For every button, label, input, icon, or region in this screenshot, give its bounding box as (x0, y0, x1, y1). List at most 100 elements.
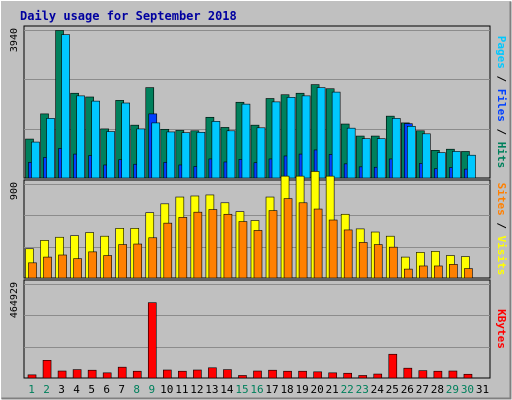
legend-entry: KBytes (495, 309, 508, 349)
legend-entry: / (495, 122, 508, 142)
chart-title: Daily usage for September 2018 (20, 9, 237, 23)
x-tick-label: 15 (235, 383, 248, 396)
x-tick-label: 31 (476, 383, 489, 396)
panel-kbytes-scale-label: 464929 (9, 282, 20, 318)
bar-kbytes (343, 372, 352, 379)
bar-sites (193, 211, 203, 279)
panel-visits: 900 Sites / Visits (9, 171, 508, 279)
bar-sites (404, 268, 413, 279)
bar-sites (449, 264, 458, 279)
bar-pages (241, 103, 251, 179)
x-tick-label: 19 (295, 383, 308, 396)
bar-kbytes (117, 366, 127, 379)
bar-kbytes (27, 374, 37, 379)
bar-pages (46, 118, 55, 179)
x-tick-label: 2 (43, 383, 50, 396)
bar-pages (361, 138, 371, 179)
bar-pages (346, 127, 356, 179)
x-tick-label: 11 (175, 383, 188, 396)
x-axis-tick-labels: 1 2 3 4 5 6 7 8 9 10 11 12 13 14 15 16 17 18 19 20 21 22 23 24 2… (28, 383, 489, 396)
bar-kbytes (57, 370, 67, 379)
bar-pages (76, 95, 85, 179)
bar-pages (331, 91, 341, 179)
bar-pages (467, 154, 476, 179)
bar-pages (166, 131, 176, 179)
bar-kbytes (433, 370, 443, 379)
x-tick-label: 24 (371, 383, 385, 396)
bar-kbytes (223, 369, 232, 379)
bar-pages (106, 131, 115, 179)
bar-pages (226, 130, 236, 179)
bar-kbytes (132, 370, 142, 379)
x-tick-label: 6 (103, 383, 110, 396)
x-tick-label: 18 (280, 383, 293, 396)
bar-pages (91, 100, 100, 179)
bar-sites (313, 208, 323, 279)
bar-kbytes (418, 370, 428, 379)
bar-sites (238, 221, 248, 279)
bar-sites (28, 262, 37, 279)
bar-sites (88, 251, 97, 279)
panel-hits-scale-label: 3940 (9, 28, 20, 52)
x-tick-label: 1 (28, 383, 35, 396)
bar-kbytes (283, 370, 292, 379)
x-tick-label: 16 (250, 383, 263, 396)
x-tick-label: 27 (416, 383, 429, 396)
x-tick-label: 23 (356, 383, 369, 396)
bar-kbytes (313, 371, 322, 379)
x-tick-label: 26 (401, 383, 414, 396)
bar-pages (391, 118, 401, 179)
bar-kbytes (388, 353, 398, 379)
bar-sites (343, 229, 353, 279)
x-tick-label: 22 (341, 383, 354, 396)
bar-pages (452, 151, 461, 179)
bar-pages (422, 133, 431, 179)
x-tick-label: 13 (205, 383, 218, 396)
bar-sites (58, 254, 67, 279)
bar-pages (151, 122, 161, 179)
bar-pages (181, 132, 191, 179)
panel-kbytes: 464929 KBytes (9, 279, 508, 379)
bar-pages (301, 95, 311, 179)
bar-sites (103, 255, 112, 279)
legend-entry: Hits (495, 142, 508, 169)
bar-kbytes (448, 370, 458, 379)
bar-pages (121, 102, 130, 179)
panel-hits: 3940 Pages / Files / Hits (9, 25, 508, 179)
bar-kbytes (253, 370, 262, 379)
bar-sites (358, 242, 368, 279)
x-tick-label: 9 (148, 383, 155, 396)
bar-kbytes (163, 369, 172, 379)
bar-sites (298, 202, 308, 279)
bar-kbytes (403, 367, 413, 379)
bar-pages (316, 87, 326, 179)
bar-kbytes (147, 302, 157, 379)
x-tick-label: 5 (88, 383, 95, 396)
bar-kbytes (238, 375, 247, 379)
bar-pages (286, 97, 296, 179)
bar-sites (328, 219, 338, 279)
bar-sites (419, 265, 428, 279)
series-sites (28, 198, 473, 279)
bar-sites (208, 209, 218, 279)
bar-pages (196, 131, 206, 179)
bar-sites (464, 268, 473, 279)
x-tick-label: 29 (446, 383, 459, 396)
x-tick-label: 12 (190, 383, 203, 396)
bar-kbytes (178, 370, 187, 379)
x-tick-label: 14 (220, 383, 234, 396)
bar-kbytes (358, 375, 368, 379)
bar-sites (373, 244, 383, 279)
bar-pages (136, 128, 146, 179)
panel-hits-legend: Pages / Files / Hits (495, 36, 508, 169)
legend-entry: Pages (495, 36, 508, 69)
legend-entry: Visits (495, 236, 508, 276)
bar-kbytes (463, 373, 473, 379)
bar-sites (388, 246, 398, 279)
bar-sites (268, 210, 278, 279)
bar-pages (211, 121, 221, 179)
x-tick-label: 17 (265, 383, 278, 396)
x-tick-label: 21 (326, 383, 339, 396)
x-tick-label: 7 (118, 383, 125, 396)
legend-entry: Sites (495, 183, 508, 216)
